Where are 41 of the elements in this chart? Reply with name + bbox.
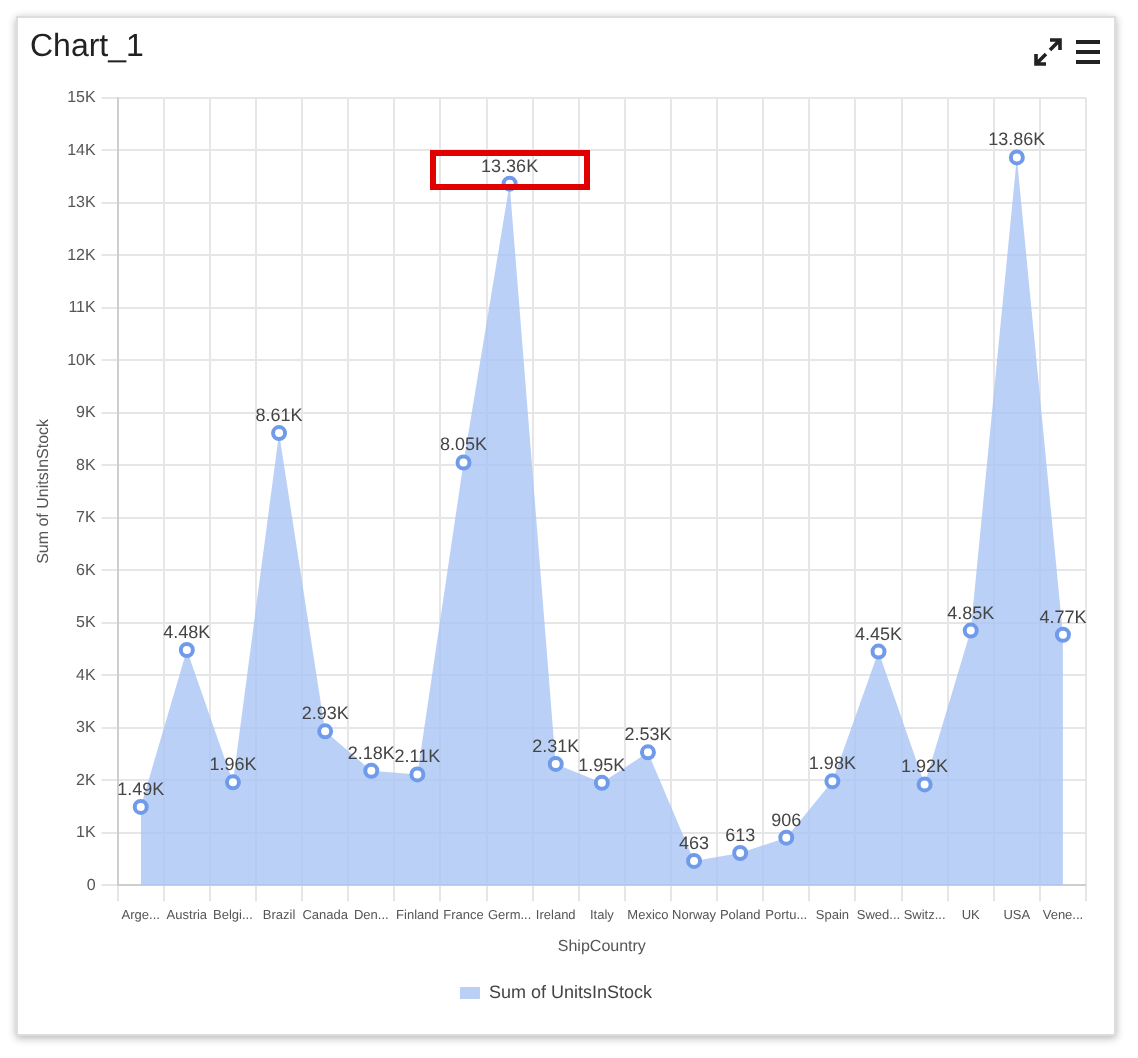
y-tick-label: 15K: [67, 88, 97, 107]
y-tick-label: 9K: [76, 403, 97, 422]
data-label: 4.85K: [947, 602, 995, 623]
chart-title: Chart_1: [30, 30, 144, 66]
data-label: 463: [679, 832, 710, 853]
data-label: 1.98K: [808, 753, 856, 774]
y-tick-label: 4K: [76, 665, 97, 684]
data-label: 2.18K: [347, 742, 395, 763]
y-tick-label: 1K: [76, 823, 97, 842]
data-label: 1.95K: [578, 754, 626, 775]
y-tick-label: 0: [86, 875, 97, 894]
legend-label: Sum of UnitsInStock: [488, 981, 654, 1002]
y-tick-label: 10K: [67, 350, 97, 369]
y-tick-label: 6K: [76, 560, 97, 579]
data-label: 1.92K: [901, 756, 949, 777]
data-label: 2.11K: [394, 746, 441, 767]
y-tick-label: 5K: [76, 613, 97, 632]
y-tick-label: 14K: [67, 140, 97, 159]
data-label: 13.36K: [481, 155, 539, 176]
data-label: 2.31K: [532, 735, 580, 756]
y-tick-label: 13K: [67, 193, 97, 212]
y-tick-label: 8K: [76, 455, 97, 474]
y-axis-title: Sum of UnitsInStock: [34, 416, 53, 564]
data-label: 8.61K: [255, 405, 303, 426]
data-label: 4.48K: [163, 621, 211, 642]
y-tick-label: 12K: [67, 245, 97, 264]
data-label: 2.93K: [301, 703, 349, 724]
x-axis-title: ShipCountry: [557, 936, 646, 955]
data-label: 1.96K: [209, 754, 257, 775]
y-tick-label: 11K: [68, 298, 97, 317]
data-label: 613: [725, 824, 756, 845]
data-label: 8.05K: [439, 434, 488, 455]
data-label: 13.86K: [988, 129, 1046, 150]
data-label: 4.77K: [1039, 606, 1087, 627]
y-tick-label: 2K: [76, 770, 97, 789]
y-tick-label: 7K: [76, 508, 97, 527]
data-label: 2.53K: [624, 724, 672, 745]
y-tick-label: 3K: [76, 718, 97, 737]
data-label: 1.49K: [117, 778, 165, 799]
data-label: 906: [771, 809, 802, 830]
data-label: 4.45K: [854, 623, 903, 644]
